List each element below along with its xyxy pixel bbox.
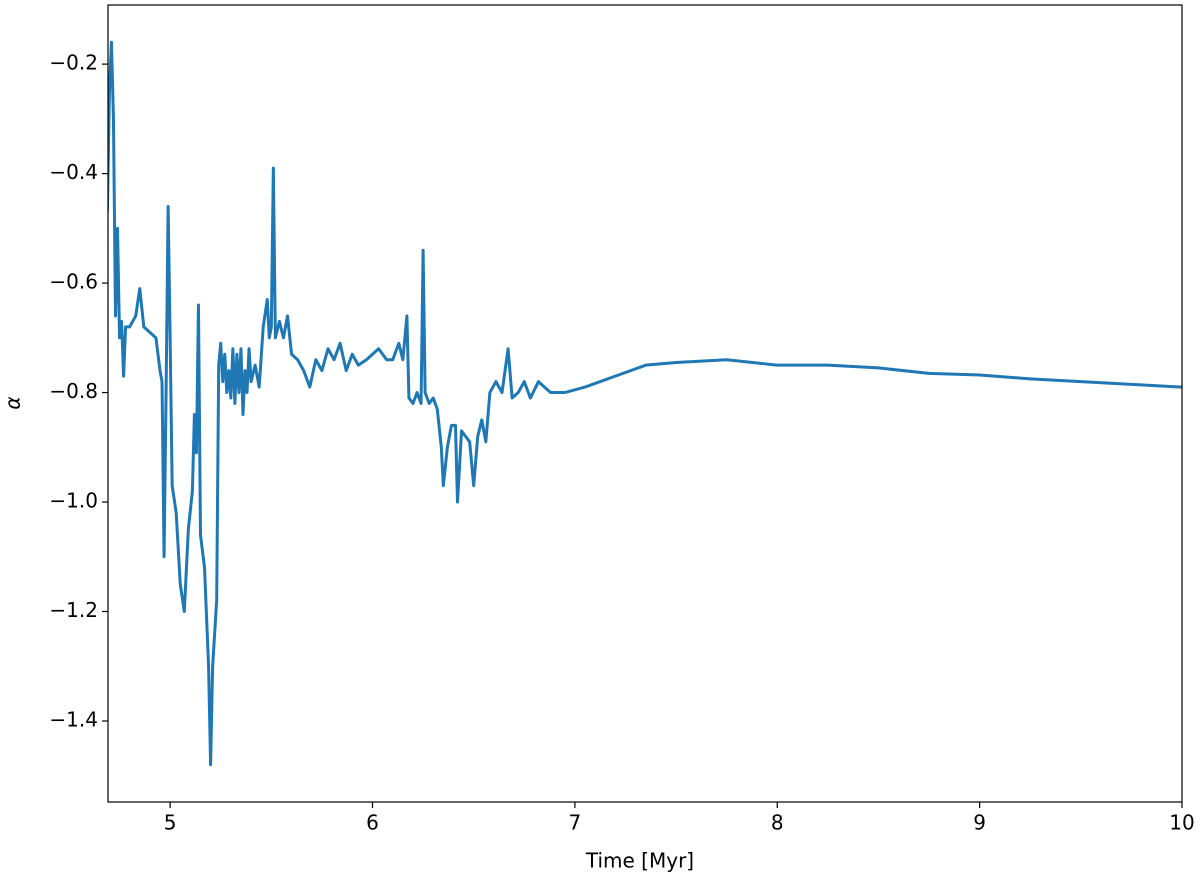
y-tick-label: −0.6: [49, 270, 98, 294]
x-tick-label: 5: [164, 811, 177, 835]
y-tick-label: −0.4: [49, 160, 98, 184]
x-axis-label: Time [Myr]: [585, 849, 694, 873]
y-tick-label: −0.8: [49, 379, 98, 403]
x-tick-label: 6: [366, 811, 379, 835]
x-tick-label: 7: [569, 811, 582, 835]
x-tick-label: 10: [1169, 811, 1194, 835]
y-axis-label: α: [1, 396, 25, 409]
plot-frame: [107, 4, 1183, 803]
x-tick-label: 9: [973, 811, 986, 835]
y-tick-label: −0.2: [49, 51, 98, 75]
data-line: [108, 40, 1182, 767]
x-tick-label: 8: [771, 811, 784, 835]
y-tick-label: −1.2: [49, 598, 98, 622]
y-tick-label: −1.4: [49, 707, 98, 731]
y-tick-label: −1.0: [49, 489, 98, 513]
